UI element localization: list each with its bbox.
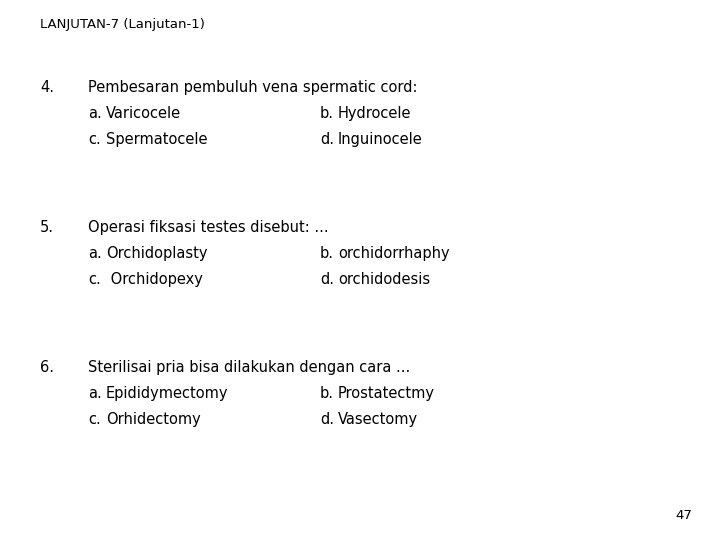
- Text: Orhidectomy: Orhidectomy: [106, 412, 201, 427]
- Text: Prostatectmy: Prostatectmy: [338, 386, 435, 401]
- Text: Sterilisai pria bisa dilakukan dengan cara ...: Sterilisai pria bisa dilakukan dengan ca…: [88, 360, 410, 375]
- Text: Varicocele: Varicocele: [106, 106, 181, 121]
- Text: d.: d.: [320, 272, 334, 287]
- Text: a.: a.: [88, 106, 102, 121]
- Text: 47: 47: [675, 509, 692, 522]
- Text: Epididymectomy: Epididymectomy: [106, 386, 228, 401]
- Text: d.: d.: [320, 132, 334, 147]
- Text: a.: a.: [88, 246, 102, 261]
- Text: 5.: 5.: [40, 220, 54, 235]
- Text: c.: c.: [88, 412, 101, 427]
- Text: b.: b.: [320, 246, 334, 261]
- Text: d.: d.: [320, 412, 334, 427]
- Text: Inguinocele: Inguinocele: [338, 132, 423, 147]
- Text: a.: a.: [88, 386, 102, 401]
- Text: 6.: 6.: [40, 360, 54, 375]
- Text: c.: c.: [88, 132, 101, 147]
- Text: Vasectomy: Vasectomy: [338, 412, 418, 427]
- Text: LANJUTAN-7 (Lanjutan-1): LANJUTAN-7 (Lanjutan-1): [40, 18, 205, 31]
- Text: c.: c.: [88, 272, 101, 287]
- Text: 4.: 4.: [40, 80, 54, 95]
- Text: b.: b.: [320, 386, 334, 401]
- Text: Spermatocele: Spermatocele: [106, 132, 207, 147]
- Text: Orchidoplasty: Orchidoplasty: [106, 246, 207, 261]
- Text: Hydrocele: Hydrocele: [338, 106, 412, 121]
- Text: Pembesaran pembuluh vena spermatic cord:: Pembesaran pembuluh vena spermatic cord:: [88, 80, 418, 95]
- Text: orchidodesis: orchidodesis: [338, 272, 430, 287]
- Text: b.: b.: [320, 106, 334, 121]
- Text: Operasi fiksasi testes disebut: ...: Operasi fiksasi testes disebut: ...: [88, 220, 328, 235]
- Text: orchidorrhaphy: orchidorrhaphy: [338, 246, 449, 261]
- Text: Orchidopexy: Orchidopexy: [106, 272, 203, 287]
